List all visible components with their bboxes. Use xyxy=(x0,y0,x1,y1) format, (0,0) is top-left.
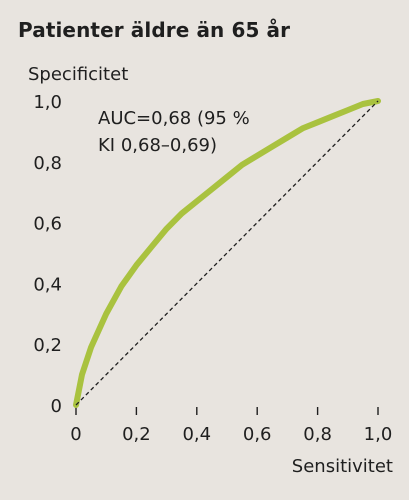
x-tick-label: 0 xyxy=(70,424,81,445)
y-tick-label: 0,6 xyxy=(33,214,62,235)
y-tick-label: 1,0 xyxy=(33,92,62,113)
auc-annotation: AUC=0,68 (95 % xyxy=(98,108,250,129)
y-tick-label: 0,8 xyxy=(33,153,62,174)
y-tick-label: 0,2 xyxy=(33,335,62,356)
reference-diagonal-line xyxy=(75,100,379,406)
roc-curve-line xyxy=(73,98,381,408)
y-axis-title: Specificitet xyxy=(28,64,128,85)
x-tick-label: 0,2 xyxy=(122,424,151,445)
chart-title: Patienter äldre än 65 år xyxy=(18,18,291,42)
auc-annotation: KI 0,68–0,69) xyxy=(98,135,217,156)
y-tick-label: 0,4 xyxy=(33,274,62,295)
x-axis-title: Sensitivitet xyxy=(292,456,393,477)
y-tick-label: 0 xyxy=(51,396,62,417)
x-tick-label: 0,4 xyxy=(182,424,211,445)
x-tick-label: 0,8 xyxy=(303,424,332,445)
axes xyxy=(75,407,379,415)
labels-layer: 0 0,2 0,4 0,6 0,8 1,0 0 0,2 0,4 0,6 0,8 1,0 Specific… xyxy=(28,64,393,477)
series-layer xyxy=(73,98,381,408)
x-tick-label: 0,6 xyxy=(243,424,272,445)
x-tick-label: 1,0 xyxy=(364,424,393,445)
